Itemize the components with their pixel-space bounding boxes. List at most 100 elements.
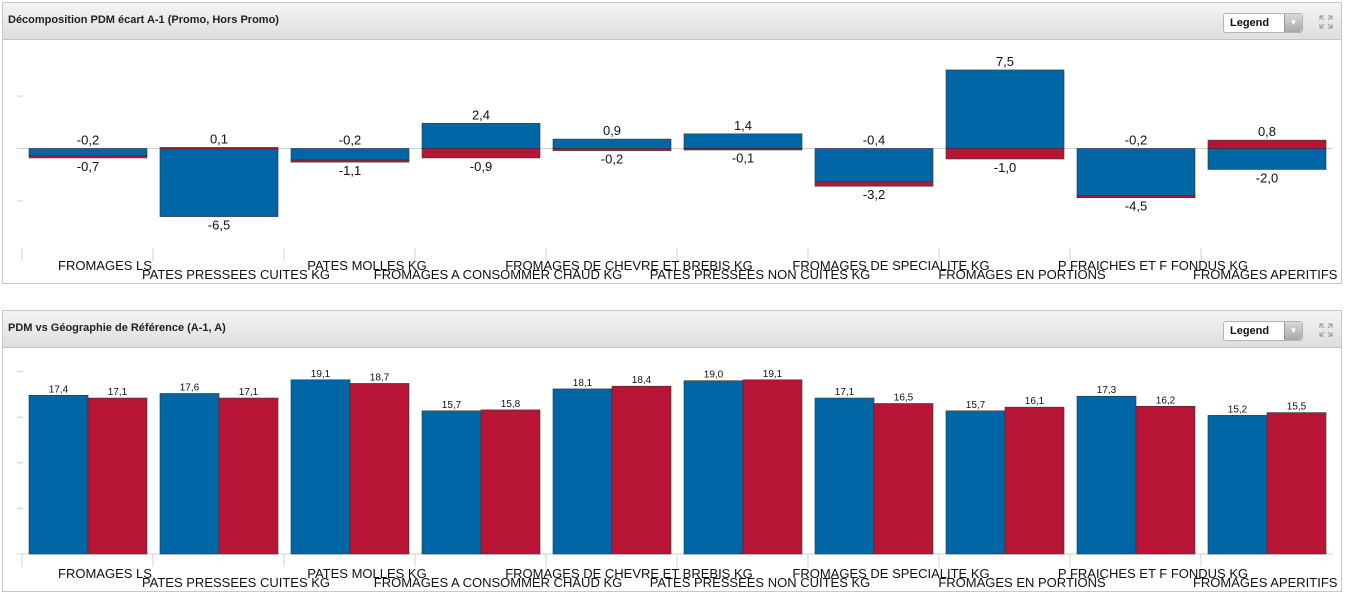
bar	[421, 410, 482, 555]
geography-chart: 17,4 17,1 FROMAGES LS 17,6 17,1 PATES PRESSEE…	[17, 369, 1341, 590]
bar-segment	[814, 181, 934, 187]
data-label: -0,4	[863, 133, 885, 148]
bar-segment	[421, 123, 541, 149]
data-label: 0,9	[603, 123, 621, 138]
data-label: 16,5	[894, 393, 914, 404]
bar	[218, 397, 279, 555]
bar-segment	[28, 148, 148, 157]
bar	[480, 409, 541, 555]
bar	[1076, 395, 1137, 555]
bar-segment	[945, 148, 1065, 160]
data-label: 18,7	[370, 372, 390, 383]
bar-segment	[1207, 139, 1327, 149]
bar-segment	[1076, 195, 1196, 199]
bar-segment	[159, 147, 279, 150]
data-label: -1,0	[994, 160, 1016, 175]
bar	[945, 410, 1006, 555]
data-label: 0,8	[1258, 124, 1276, 139]
legend-dropdown[interactable]: Legend ▼	[1223, 13, 1303, 33]
bar	[683, 380, 744, 555]
data-label: 0,1	[210, 131, 228, 146]
bar	[1266, 412, 1327, 555]
bar	[159, 393, 220, 555]
bar-segment	[290, 159, 410, 163]
bar	[611, 385, 672, 555]
x-axis-label: FROMAGES LS	[58, 258, 152, 273]
data-label: 17,1	[108, 387, 128, 398]
bar	[742, 379, 803, 555]
bar-segment	[945, 69, 1065, 149]
chart-panel-geography: PDM vs Géographie de Référence (A-1, A) …	[2, 310, 1342, 592]
data-label: 18,4	[632, 375, 652, 386]
data-label: 19,1	[763, 369, 783, 380]
expand-icon[interactable]	[1319, 323, 1333, 337]
data-label: -0,2	[77, 133, 99, 148]
x-axis-label: FROMAGES A CONSOMMER CHAUD KG	[374, 575, 622, 590]
chart-panel-decomposition: Décomposition PDM écart A-1 (Promo, Hors…	[2, 2, 1342, 284]
x-axis-label: FROMAGES EN PORTIONS	[938, 267, 1106, 282]
bar	[1207, 415, 1268, 555]
bar	[814, 397, 875, 555]
legend-dropdown[interactable]: Legend ▼	[1223, 321, 1303, 341]
data-label: 17,6	[180, 382, 200, 393]
bar-segment	[683, 133, 803, 149]
bar-segment	[683, 148, 803, 151]
data-label: -1,1	[339, 163, 361, 178]
panel-title: PDM vs Géographie de Référence (A-1, A)	[8, 322, 226, 334]
x-axis-label: FROMAGES DE CHEVRE ET BREBIS KG	[505, 258, 753, 273]
data-label: -0,9	[470, 159, 492, 174]
data-label: 17,4	[49, 384, 69, 395]
bar-segment	[159, 148, 279, 217]
bar-segment	[421, 148, 541, 159]
expand-icon[interactable]	[1319, 15, 1333, 29]
data-label: 19,0	[704, 370, 724, 381]
bar-segment	[290, 148, 410, 161]
data-label: 15,8	[501, 399, 521, 410]
data-label: -0,2	[339, 133, 361, 148]
data-label: 19,1	[311, 369, 331, 380]
x-axis-label: PATES PRESSEES CUITES KG	[142, 575, 330, 590]
x-axis-label: P FRAICHES ET F FONDUS KG	[1058, 258, 1248, 273]
data-label: -4,5	[1125, 199, 1147, 214]
x-axis-label: FROMAGES APERITIFS / DES	[1193, 575, 1341, 590]
x-axis-label: FROMAGES A CONSOMMER CHAUD KG	[374, 267, 622, 282]
bar-segment	[814, 148, 934, 183]
chevron-down-icon: ▼	[1284, 322, 1302, 340]
x-axis-label: PATES PRESSEES NON CUITES KG	[650, 575, 871, 590]
data-label: 1,4	[734, 118, 752, 133]
data-label: -2,0	[1256, 170, 1278, 185]
chevron-down-icon: ▼	[1284, 14, 1302, 32]
bar	[873, 403, 934, 555]
data-label: 16,1	[1025, 396, 1045, 407]
bar	[552, 388, 613, 555]
legend-dropdown-label: Legend	[1230, 325, 1270, 337]
data-label: -0,2	[1125, 133, 1147, 148]
data-label: 15,7	[966, 400, 986, 411]
x-axis-label: PATES MOLLES KG	[307, 258, 426, 273]
panel-header: Décomposition PDM écart A-1 (Promo, Hors…	[3, 3, 1341, 40]
x-axis-label: FROMAGES LS	[58, 566, 152, 581]
data-label: 15,5	[1287, 402, 1307, 413]
data-label: 17,3	[1097, 385, 1117, 396]
bar-segment	[28, 155, 148, 159]
data-label: 17,1	[239, 387, 259, 398]
bar	[1004, 406, 1065, 555]
bar	[1135, 405, 1196, 555]
x-axis-label: FROMAGES DE SPECIALITE KG	[792, 566, 989, 581]
x-axis-label: FROMAGES DE CHEVRE ET BREBIS KG	[505, 566, 753, 581]
x-axis-label: FROMAGES EN PORTIONS	[938, 575, 1106, 590]
decomposition-chart: -0,2 -0,7 FROMAGES LS 0,1 -6,5 PATES PRESSEES…	[17, 54, 1341, 282]
data-label: -0,1	[732, 151, 754, 166]
data-label: 16,2	[1156, 395, 1176, 406]
bar-segment	[1076, 148, 1196, 196]
panel-title: Décomposition PDM écart A-1 (Promo, Hors…	[8, 14, 279, 26]
x-axis-label: PATES PRESSEES NON CUITES KG	[650, 267, 871, 282]
data-label: 17,1	[835, 387, 855, 398]
x-axis-label: FROMAGES DE SPECIALITE KG	[792, 258, 989, 273]
x-axis-label: FROMAGES APERITIFS / DES	[1193, 267, 1341, 282]
bar	[290, 379, 351, 555]
data-label: -6,5	[208, 218, 230, 233]
x-axis-label: P FRAICHES ET F FONDUS KG	[1058, 566, 1248, 581]
bar-segment	[552, 138, 672, 149]
data-label: 18,1	[573, 378, 593, 389]
